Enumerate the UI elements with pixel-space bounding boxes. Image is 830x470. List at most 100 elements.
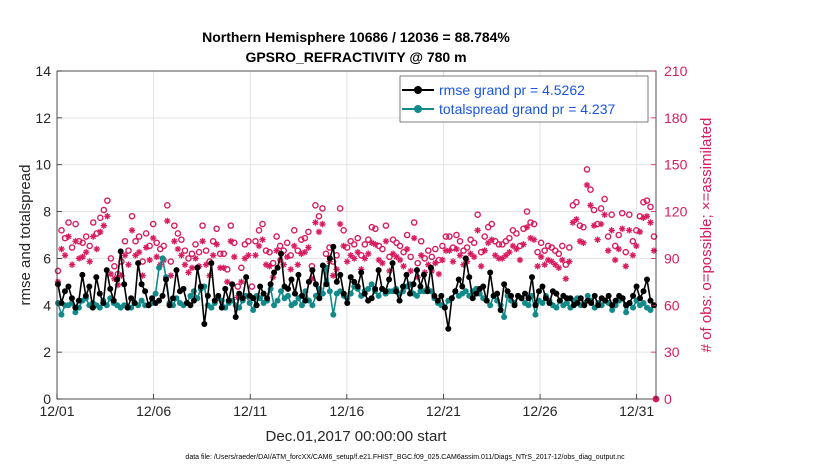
rmse-point [236, 290, 243, 297]
assimilated-obs-stroke [471, 254, 477, 260]
assimilated-obs-point [601, 211, 608, 218]
possible-obs-point [192, 241, 199, 248]
possible-obs-point [79, 239, 86, 247]
rmse-point [406, 290, 413, 297]
assimilated-obs-stroke [383, 238, 389, 244]
assimilated-obs-point [149, 234, 157, 242]
assimilated-obs-point [435, 270, 443, 278]
possible-obs-point [111, 262, 118, 270]
rmse-point [466, 274, 473, 281]
assimilated-obs-point [79, 253, 86, 261]
rmse-point [469, 295, 476, 302]
assimilated-obs-stroke [291, 243, 297, 249]
assimilated-obs-stroke [506, 249, 513, 255]
rmse-point [386, 276, 393, 283]
rmse-point [351, 278, 358, 285]
totalspread-point [326, 288, 333, 295]
possible-obs-point [573, 198, 580, 206]
rmse-point [368, 295, 375, 302]
x-tick-label: 12/06 [136, 403, 171, 419]
assimilated-obs-point [227, 238, 234, 245]
possible-obs-point [481, 233, 488, 240]
assimilated-obs-stroke [492, 252, 498, 259]
assimilated-obs-stroke [83, 249, 89, 255]
assimilated-obs-stroke [284, 254, 290, 260]
rmse-point [86, 283, 93, 290]
assimilated-obs-stroke [168, 272, 174, 279]
rmse-point [424, 288, 431, 295]
assimilated-obs-stroke [573, 216, 580, 223]
possible-obs-point [350, 241, 358, 248]
assimilated-obs-stroke [351, 255, 357, 262]
possible-obs-point [407, 253, 414, 261]
rmse-point [546, 299, 553, 306]
assimilated-obs-point [372, 241, 379, 248]
possible-obs-point [266, 248, 273, 256]
rmse-point [333, 278, 340, 285]
assimilated-obs-stroke [474, 227, 481, 234]
rmse-point [640, 288, 647, 295]
possible-obs-point [590, 206, 598, 214]
assimilated-obs-point [407, 267, 414, 275]
rmse-point [487, 269, 494, 276]
possible-obs-point [400, 248, 407, 256]
assimilated-obs-point [305, 244, 312, 251]
possible-obs-point [322, 250, 330, 258]
rmse-point [253, 302, 260, 309]
assimilated-obs-stroke [369, 240, 375, 246]
possible-obs-point [442, 233, 450, 240]
totalspread-point [375, 292, 382, 299]
rmse-point [410, 281, 417, 288]
possible-obs-point [273, 233, 280, 240]
possible-obs-point [354, 234, 362, 242]
rmse-point [278, 250, 285, 257]
assimilated-obs-point [245, 252, 252, 259]
rmse-point [169, 295, 176, 302]
rmse-point [309, 267, 316, 274]
assimilated-obs-stroke [97, 229, 103, 235]
assimilated-obs-stroke [446, 247, 453, 254]
rmse-point [528, 274, 535, 281]
assimilated-obs-stroke [393, 254, 400, 260]
assimilated-obs-stroke [319, 221, 326, 227]
y-tick-label-right: 60 [664, 297, 680, 313]
rmse-point [459, 283, 466, 290]
assimilated-obs-stroke [397, 257, 403, 263]
assimilated-obs-stroke [559, 257, 565, 263]
possible-obs-point [615, 231, 623, 239]
assimilated-obs-point [590, 222, 598, 229]
legend-spread-marker [414, 105, 422, 113]
rmse-point [413, 267, 420, 274]
rmse-point [319, 262, 326, 269]
assimilated-obs-stroke [584, 182, 590, 188]
assimilated-obs-point [506, 248, 513, 256]
assimilated-obs-point [340, 242, 347, 250]
assimilated-obs-stroke [203, 261, 209, 268]
assimilated-obs-stroke [238, 279, 245, 285]
rmse-point [197, 283, 204, 290]
rmse-point [619, 295, 626, 302]
possible-obs-point [305, 228, 312, 236]
assimilated-obs-stroke [372, 241, 379, 248]
possible-obs-point [537, 239, 545, 247]
possible-obs-point [527, 219, 534, 226]
assimilated-obs-point [125, 261, 132, 268]
rmse-point [647, 297, 654, 304]
assimilated-obs-stroke [337, 221, 343, 227]
rmse-point [166, 302, 173, 309]
y-axis-label-right: # of obs: o=possible; ×=assimilated [698, 118, 715, 353]
rmse-point [264, 295, 271, 302]
assimilated-obs-point [604, 247, 612, 254]
assimilated-obs-point [121, 252, 129, 259]
rmse-point [180, 285, 187, 292]
rmse-point [574, 299, 581, 306]
possible-obs-point [410, 219, 418, 226]
rmse-point [267, 281, 274, 288]
assimilated-obs-stroke [101, 222, 107, 229]
possible-obs-point [298, 236, 305, 243]
rmse-point [330, 243, 337, 250]
assimilated-obs-point [273, 247, 280, 254]
assimilated-obs-stroke [305, 244, 312, 251]
assimilated-obs-stroke [400, 263, 407, 269]
rmse-point [337, 271, 344, 278]
